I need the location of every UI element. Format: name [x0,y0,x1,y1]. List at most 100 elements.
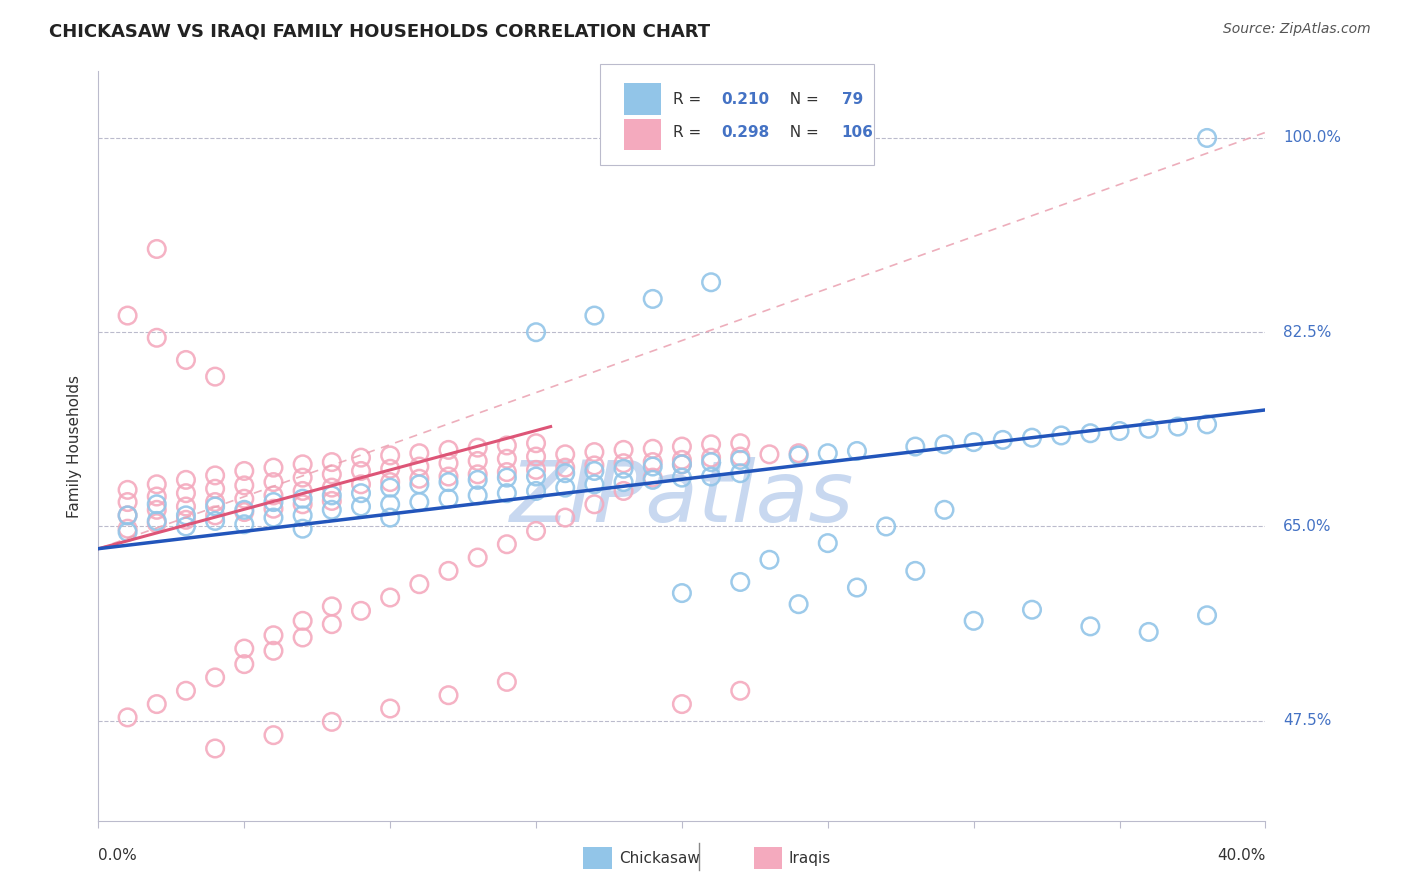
Point [1195,417,1218,432]
Point [350,500,373,514]
Point [991,433,1014,447]
Point [817,446,839,460]
Point [1137,422,1160,436]
Point [380,701,402,715]
Point [524,436,547,450]
Point [758,447,780,461]
Point [730,450,752,464]
Point [233,505,256,519]
Point [233,641,256,656]
Text: 47.5%: 47.5% [1282,714,1331,728]
Point [350,604,373,618]
Point [262,475,284,489]
Point [671,470,693,484]
Text: Chickasaw: Chickasaw [619,851,700,865]
Point [262,510,284,524]
Point [174,473,197,487]
Point [380,497,402,511]
Point [700,437,723,451]
Point [233,657,256,672]
Text: 0.210: 0.210 [721,93,769,107]
Point [730,453,752,467]
Point [174,513,197,527]
Point [583,464,606,478]
Point [671,458,693,472]
Point [671,440,693,454]
Point [117,508,139,523]
Point [408,459,430,474]
Point [787,446,810,460]
Point [174,683,197,698]
Point [204,369,226,384]
Point [117,524,139,539]
Point [467,488,489,502]
Point [612,442,634,457]
Point [321,455,343,469]
Text: 0.0%: 0.0% [98,847,138,863]
Point [467,550,489,565]
Point [524,469,547,483]
Point [321,599,343,614]
Point [408,477,430,491]
Text: R =: R = [672,125,706,140]
Point [204,495,226,509]
Point [612,475,634,489]
Point [204,468,226,483]
Point [612,483,634,498]
Point [380,510,402,524]
Point [174,486,197,500]
Point [1021,603,1043,617]
Point [233,464,256,478]
Point [233,478,256,492]
Point [1108,424,1130,438]
Point [554,447,576,461]
Point [1080,619,1102,633]
Point [233,517,256,532]
Point [641,292,664,306]
Point [554,481,576,495]
Point [524,325,547,339]
Point [321,503,343,517]
Point [1050,428,1073,442]
Point [146,490,169,504]
Point [904,440,927,454]
Text: 0.298: 0.298 [721,125,770,140]
Point [787,597,810,611]
Point [204,508,226,523]
Point [437,469,460,483]
Point [496,465,519,479]
Point [146,331,169,345]
Point [146,516,169,530]
Point [671,458,693,472]
Point [671,697,693,711]
Point [524,463,547,477]
Point [730,683,752,698]
Text: 79: 79 [842,93,863,107]
Text: ZIPatlas: ZIPatlas [510,457,853,540]
Point [321,488,343,502]
Point [962,614,984,628]
Point [904,564,927,578]
Point [671,453,693,467]
Point [291,470,314,484]
Point [700,455,723,469]
Point [846,581,869,595]
Point [496,674,519,689]
Point [934,437,956,451]
Point [321,714,343,729]
Point [583,497,606,511]
Point [321,494,343,508]
Point [408,495,430,509]
Point [146,497,169,511]
Point [641,473,664,487]
Point [350,477,373,491]
Point [583,477,606,491]
Point [496,537,519,551]
Point [174,500,197,514]
Point [641,470,664,484]
Point [612,462,634,476]
Point [146,503,169,517]
Point [204,482,226,496]
Point [380,591,402,605]
Point [117,710,139,724]
